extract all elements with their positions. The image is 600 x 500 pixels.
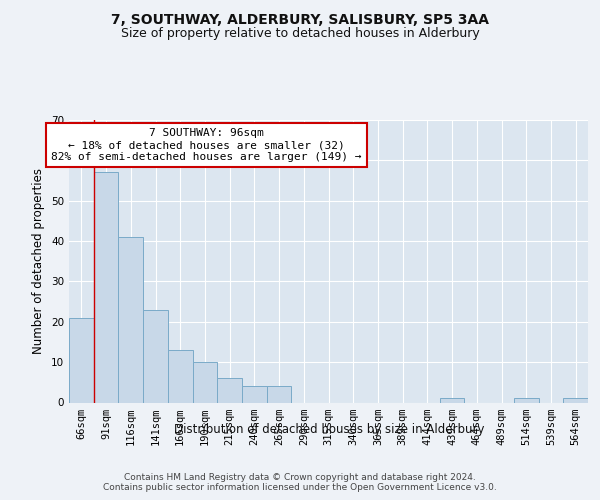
- Bar: [242, 386, 267, 402]
- Bar: [118, 237, 143, 402]
- Text: Size of property relative to detached houses in Alderbury: Size of property relative to detached ho…: [121, 28, 479, 40]
- Y-axis label: Number of detached properties: Number of detached properties: [32, 168, 46, 354]
- Bar: [440, 398, 464, 402]
- Bar: [94, 172, 118, 402]
- Bar: [217, 378, 242, 402]
- Bar: [69, 318, 94, 402]
- Bar: [143, 310, 168, 402]
- Bar: [193, 362, 217, 403]
- Text: 7, SOUTHWAY, ALDERBURY, SALISBURY, SP5 3AA: 7, SOUTHWAY, ALDERBURY, SALISBURY, SP5 3…: [111, 12, 489, 26]
- Bar: [267, 386, 292, 402]
- Text: 7 SOUTHWAY: 96sqm
← 18% of detached houses are smaller (32)
82% of semi-detached: 7 SOUTHWAY: 96sqm ← 18% of detached hous…: [51, 128, 362, 162]
- Bar: [168, 350, 193, 403]
- Bar: [563, 398, 588, 402]
- Text: Distribution of detached houses by size in Alderbury: Distribution of detached houses by size …: [173, 422, 484, 436]
- Bar: [514, 398, 539, 402]
- Text: Contains HM Land Registry data © Crown copyright and database right 2024.
Contai: Contains HM Land Registry data © Crown c…: [103, 472, 497, 492]
